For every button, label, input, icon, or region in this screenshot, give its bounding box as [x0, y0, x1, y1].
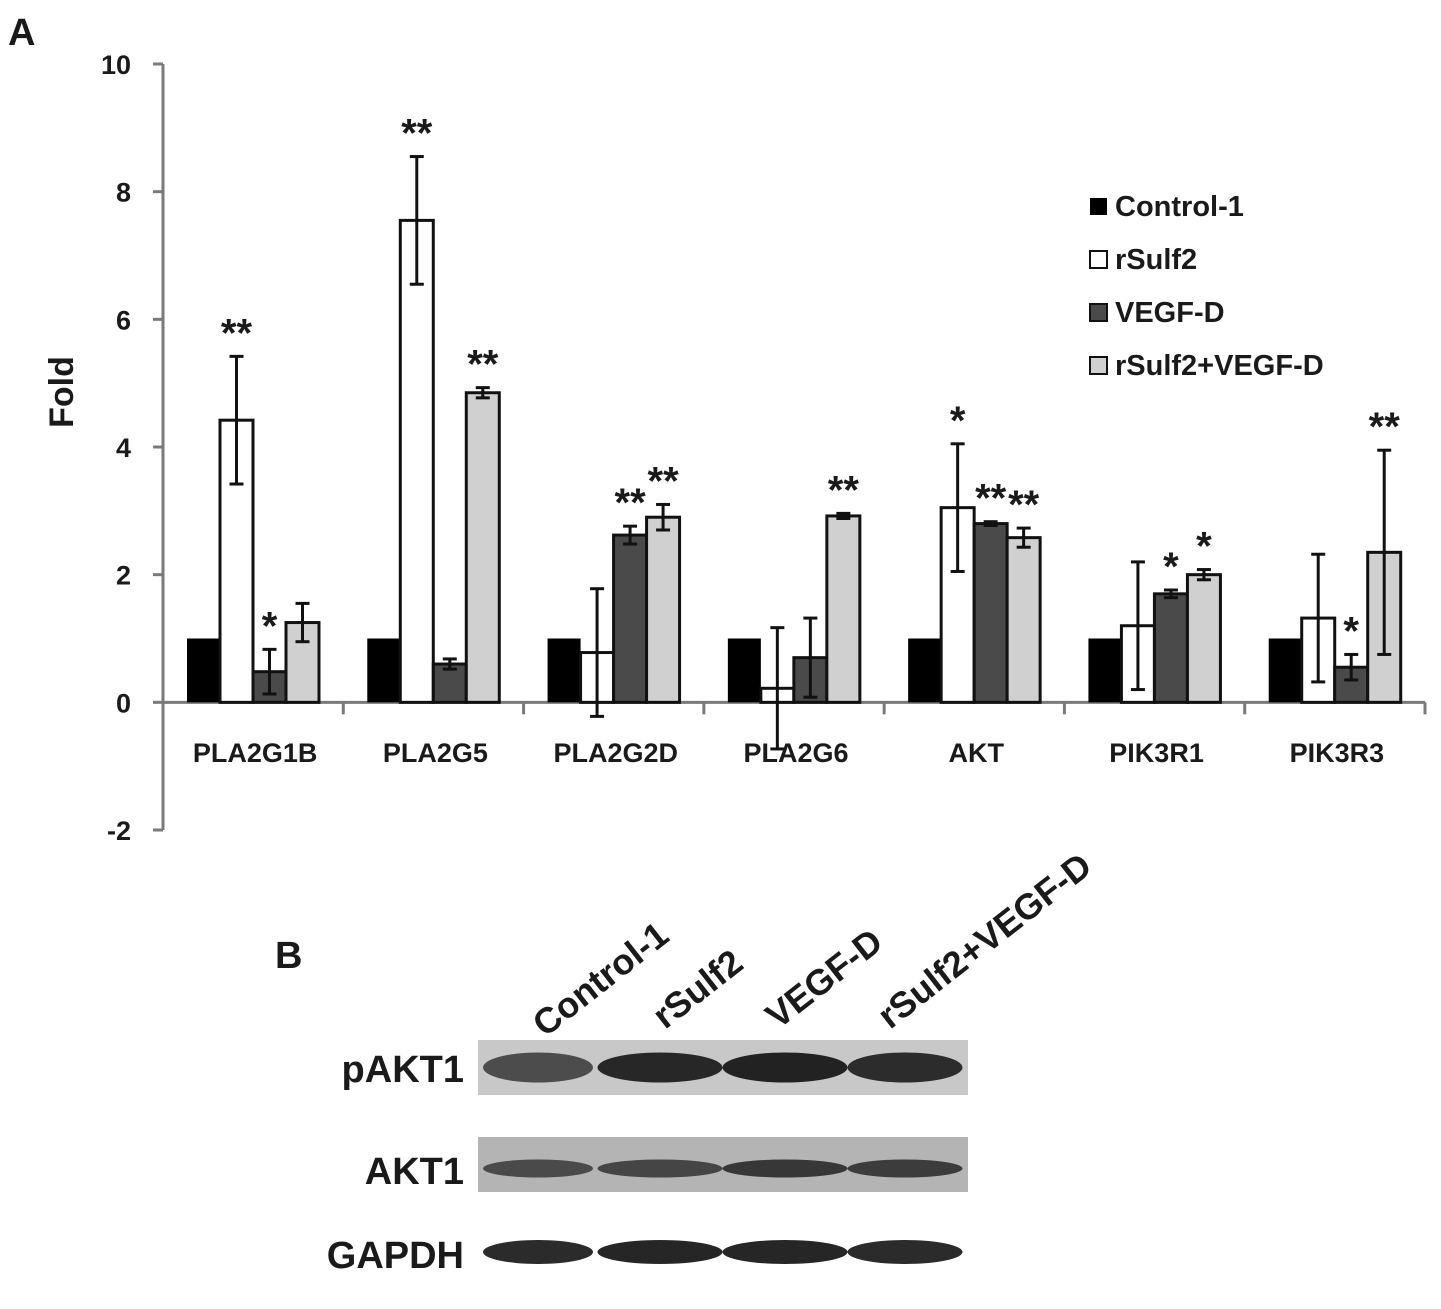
bar-2-4: [972, 522, 1009, 704]
bar-0-0: [187, 638, 220, 703]
bar-3-4: [1005, 536, 1042, 704]
lane-label-0: Control-1: [525, 913, 676, 1044]
category-labels: PLA2G1B PLA2G5 PLA2G2D PLA2G6 AKT PIK3R1 PIK3R…: [193, 738, 1384, 768]
bar-0-1: [367, 638, 401, 703]
category-label-3: PLA2G6: [743, 738, 848, 768]
significance-marks: ******** ******** ** *****: [221, 112, 1400, 654]
blot-band-2-3: [847, 1240, 963, 1264]
significance-mark-2-5: *: [1163, 545, 1179, 589]
legend-entry-2: VEGF-D: [1115, 297, 1225, 329]
blot-band-0-2: [722, 1052, 848, 1083]
y-axis: -2 0 2 4 6 8 10: [101, 50, 165, 846]
y-tick-label: 4: [116, 433, 131, 463]
blot-band-0-3: [847, 1052, 963, 1083]
bar-2-2: [612, 533, 649, 704]
blot-band-2-1: [597, 1240, 723, 1264]
y-tick-label: 0: [116, 688, 131, 718]
y-axis-title: Fold: [43, 356, 81, 428]
bar-2-5: [1152, 592, 1189, 704]
panel-b-label: B: [275, 935, 302, 977]
bar-0-5: [1088, 638, 1122, 703]
significance-mark-3-6: **: [1369, 405, 1401, 449]
blot-row-pakt1: pAKT1: [342, 1040, 968, 1095]
blot-row-akt1: AKT1: [365, 1137, 968, 1193]
significance-mark-3-2: **: [648, 459, 680, 503]
significance-mark-1-0: **: [221, 311, 253, 355]
y-tick-label: 8: [116, 178, 131, 208]
error-bars: [229, 155, 1392, 751]
lane-label-3: rSulf2+VEGF-D: [870, 845, 1099, 1037]
legend-entry-3: rSulf2+VEGF-D: [1115, 350, 1324, 382]
category-label-0: PLA2G1B: [193, 738, 318, 768]
bar-0-4: [908, 638, 942, 703]
bar-3-2: [645, 515, 682, 704]
legend-swatch-2: [1089, 303, 1108, 322]
blot-band-1-2: [722, 1159, 848, 1178]
bar-3-5: [1185, 573, 1222, 704]
significance-mark-2-4: **: [975, 477, 1007, 521]
legend-entry-1: rSulf2: [1115, 244, 1197, 276]
bar-0-3: [727, 638, 761, 703]
bar-0-6: [1268, 638, 1302, 703]
blot-band-0-0: [483, 1052, 593, 1083]
significance-mark-1-1: **: [401, 112, 433, 156]
blot-row-label-0: pAKT1: [342, 1049, 464, 1091]
significance-mark-3-3: **: [828, 468, 860, 512]
significance-mark-2-2: **: [615, 481, 647, 525]
y-tick-label: -2: [107, 816, 131, 846]
significance-mark-3-5: *: [1196, 525, 1212, 569]
blot-row-gapdh: GAPDH: [327, 1222, 968, 1282]
category-label-4: AKT: [949, 738, 1005, 768]
legend-swatch-1: [1089, 250, 1108, 269]
blot-band-1-0: [483, 1159, 593, 1178]
legend: Control-1 rSulf2 VEGF-D rSulf2+VEGF-D: [1089, 191, 1324, 382]
blot-band-2-0: [483, 1240, 593, 1264]
y-tick-label: 6: [116, 305, 131, 335]
bar-3-3: [825, 514, 862, 704]
panel-a-label: A: [8, 12, 35, 54]
category-label-2: PLA2G2D: [553, 738, 678, 768]
blot-band-1-3: [847, 1159, 963, 1178]
blot-band-0-1: [597, 1052, 723, 1083]
category-label-5: PIK3R1: [1109, 738, 1204, 768]
y-tick-label: 2: [116, 561, 131, 591]
significance-mark-2-6: *: [1343, 609, 1359, 653]
legend-entry-0: Control-1: [1115, 191, 1244, 223]
blot-rows: pAKT1 AKT1 GAPDH: [327, 1040, 968, 1282]
bar-3-1: [464, 391, 501, 704]
significance-mark-1-4: *: [950, 399, 966, 443]
significance-mark-3-4: **: [1008, 483, 1040, 527]
bar-0-2: [547, 638, 581, 703]
lane-label-2: VEGF-D: [758, 920, 890, 1036]
blot-band-1-1: [597, 1159, 723, 1178]
significance-mark-3-1: **: [467, 343, 499, 387]
blot-row-label-1: AKT1: [365, 1151, 464, 1193]
blot-band-2-2: [722, 1240, 848, 1264]
legend-swatch-0: [1090, 198, 1107, 215]
x-axis: [161, 700, 1427, 715]
significance-mark-2-0: *: [262, 604, 278, 648]
category-label-1: PLA2G5: [383, 738, 488, 768]
bar-series: [187, 218, 1403, 704]
bar-1-1: [398, 218, 435, 704]
category-label-6: PIK3R3: [1290, 738, 1385, 768]
legend-swatch-3: [1089, 356, 1108, 375]
blot-row-label-2: GAPDH: [327, 1235, 464, 1277]
y-tick-label: 10: [101, 50, 131, 80]
